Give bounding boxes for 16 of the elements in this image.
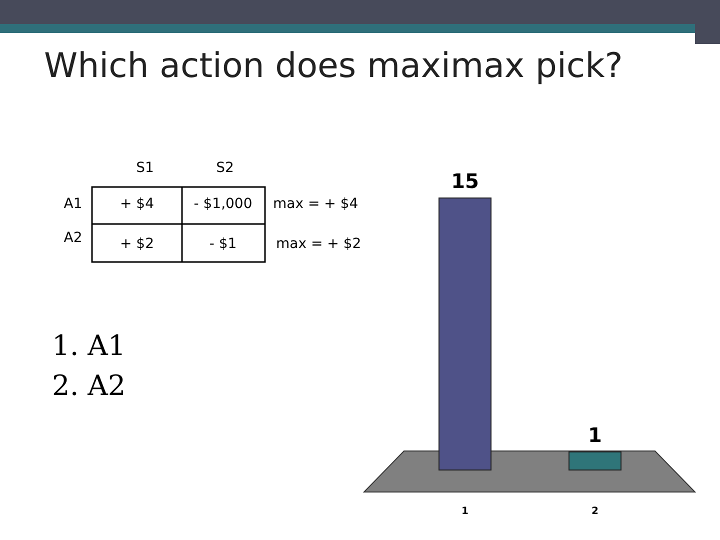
data-label: 15 [451, 169, 479, 193]
text: A1 [64, 196, 82, 212]
text: S2 [216, 160, 234, 176]
text: + $4 [120, 196, 154, 212]
text: S1 [136, 160, 154, 176]
chart-title: Which action does maximax pick? [44, 46, 623, 86]
data-label: 1 [588, 422, 602, 447]
text: A2 [64, 230, 82, 246]
text: 1. A1 [52, 329, 126, 362]
text: max = + $4 [273, 196, 358, 212]
text: - $1 [209, 236, 237, 252]
x-tick-label: 2 [592, 506, 599, 517]
text: 2. A2 [52, 369, 126, 402]
text: + $2 [120, 236, 154, 252]
text: max = + $2 [276, 236, 362, 252]
text: - $1,000 [194, 196, 252, 212]
